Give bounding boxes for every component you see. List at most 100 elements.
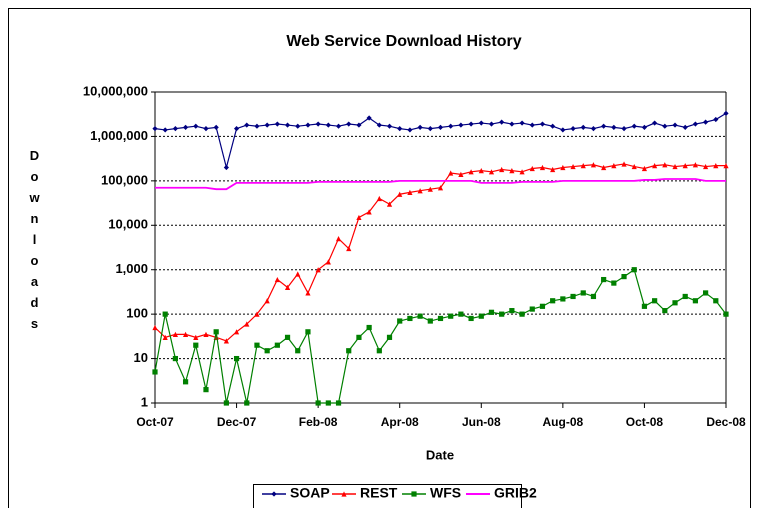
data-point <box>284 334 291 340</box>
data-point <box>233 355 240 362</box>
data-point <box>244 321 250 327</box>
legend-label: WFS <box>430 485 461 501</box>
data-point <box>213 124 219 130</box>
data-point <box>611 280 617 286</box>
data-point <box>529 165 535 172</box>
data-point <box>213 329 219 335</box>
data-point <box>621 126 627 132</box>
data-point <box>305 329 311 335</box>
data-point <box>427 186 433 192</box>
data-point <box>682 124 688 130</box>
data-point <box>274 121 280 127</box>
y-tick-label: 100,000 <box>101 172 148 187</box>
data-point <box>488 309 495 315</box>
data-point <box>182 124 189 130</box>
data-point <box>590 126 597 132</box>
data-point <box>550 123 556 129</box>
legend-label: REST <box>360 485 398 501</box>
data-point <box>662 123 668 129</box>
data-point <box>366 115 372 121</box>
data-point <box>162 311 168 317</box>
plot-area <box>155 92 726 403</box>
data-point <box>509 308 515 314</box>
data-point <box>437 124 444 130</box>
data-point <box>356 334 362 340</box>
data-point <box>203 126 209 132</box>
data-point <box>499 119 505 125</box>
data-point <box>478 120 484 126</box>
data-point <box>376 122 382 128</box>
data-point <box>539 303 546 309</box>
data-point <box>478 313 484 319</box>
data-point <box>692 298 699 304</box>
data-point <box>366 209 372 215</box>
data-point <box>346 245 352 252</box>
data-point <box>233 329 240 335</box>
data-point <box>335 400 342 406</box>
data-point <box>264 122 270 128</box>
data-point <box>162 334 168 340</box>
data-point <box>152 369 158 375</box>
data-point <box>254 311 260 317</box>
data-point <box>203 387 209 393</box>
data-point <box>529 306 535 312</box>
data-point <box>652 298 658 304</box>
data-point <box>458 171 464 177</box>
data-point <box>152 324 158 331</box>
data-point <box>509 168 515 174</box>
data-point <box>295 348 301 354</box>
data-point <box>458 122 464 128</box>
data-point <box>519 311 525 317</box>
data-point <box>672 163 678 170</box>
data-point <box>437 315 444 322</box>
data-point <box>448 170 454 176</box>
data-point <box>264 298 270 304</box>
data-point <box>468 169 474 175</box>
data-point <box>631 123 637 129</box>
data-point <box>407 189 413 195</box>
data-point <box>356 122 362 128</box>
data-point <box>580 124 586 130</box>
data-point <box>519 120 525 126</box>
data-point <box>274 342 280 348</box>
data-point <box>335 236 342 242</box>
data-point <box>478 168 484 174</box>
y-tick-label: 10 <box>134 350 148 365</box>
x-tick-label: Apr-08 <box>381 415 419 429</box>
data-point <box>499 166 505 173</box>
data-point <box>713 163 719 169</box>
data-point <box>703 290 709 296</box>
x-tick-label: Jun-08 <box>462 415 501 429</box>
data-point <box>417 188 423 194</box>
data-point <box>601 164 607 171</box>
data-point <box>203 331 209 337</box>
data-point <box>223 400 229 406</box>
data-point <box>315 121 321 127</box>
data-point <box>488 121 495 127</box>
data-point <box>162 127 168 133</box>
data-point <box>448 123 454 129</box>
data-point <box>723 110 729 116</box>
data-point <box>193 342 199 348</box>
y-axis-label: Downloads <box>27 148 42 337</box>
data-point <box>488 169 495 175</box>
data-point <box>427 126 433 132</box>
data-point <box>295 271 301 277</box>
data-point <box>652 120 658 126</box>
data-point <box>295 123 301 129</box>
data-point <box>386 201 393 207</box>
data-point <box>448 313 454 319</box>
data-point <box>590 162 597 168</box>
data-point <box>570 163 576 170</box>
data-point <box>397 126 403 132</box>
data-point <box>427 318 433 324</box>
data-point <box>284 122 291 128</box>
data-point <box>682 293 688 300</box>
data-point <box>417 313 423 319</box>
data-point <box>580 163 586 169</box>
data-point <box>152 126 158 132</box>
data-point <box>386 334 393 340</box>
data-point <box>560 127 566 133</box>
data-point <box>662 162 668 168</box>
